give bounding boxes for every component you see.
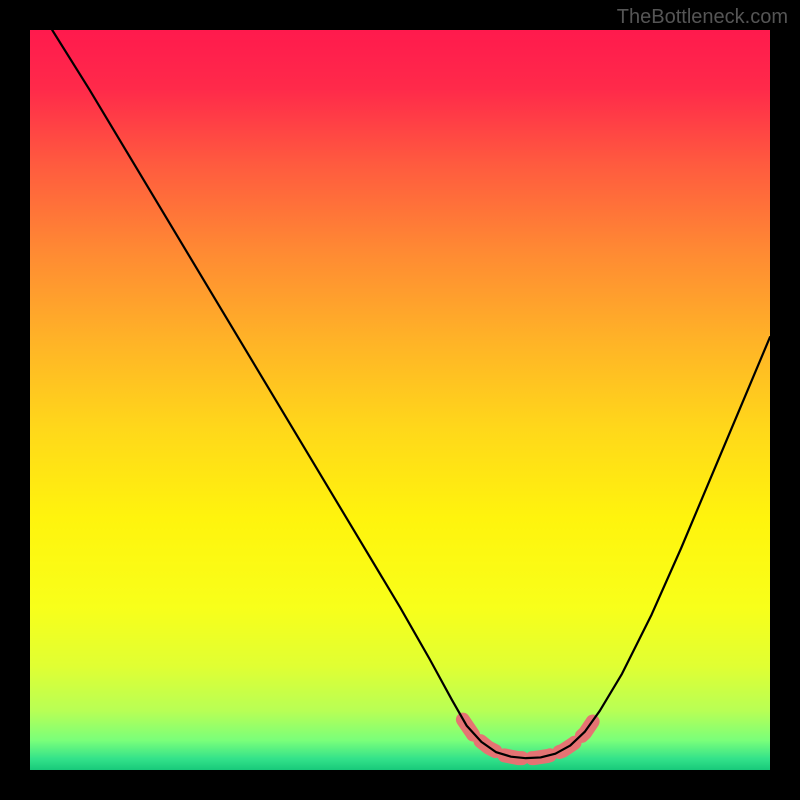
chart-gradient-background [30, 30, 770, 770]
watermark-text: TheBottleneck.com [617, 6, 788, 29]
chart-container: TheBottleneck.com [0, 0, 800, 800]
bottleneck-chart [0, 0, 800, 800]
